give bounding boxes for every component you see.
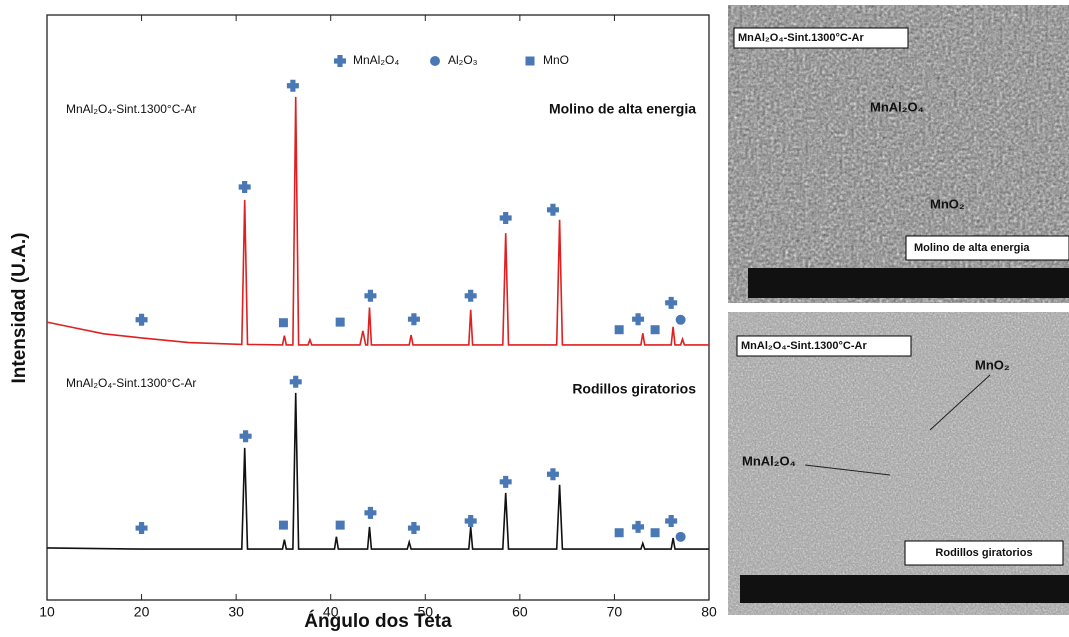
legend-marker	[334, 55, 346, 67]
x-tick-label: 80	[701, 604, 717, 620]
phase-marker	[135, 522, 148, 535]
phase-label: MnO₂	[930, 196, 965, 211]
xrd-pattern	[46, 392, 709, 550]
phase-marker	[675, 314, 686, 325]
phase-marker	[632, 520, 645, 533]
phase-label: MnAl₂O₄	[870, 99, 924, 114]
x-tick-label: 30	[228, 604, 244, 620]
sem-label: Molino de alta energia	[914, 242, 1030, 254]
sample-label: MnAl₂O₄-Sint.1300°C-Ar	[66, 376, 196, 390]
phase-marker	[650, 325, 660, 335]
phase-marker	[364, 289, 377, 302]
phase-marker	[614, 325, 624, 335]
phase-marker	[407, 522, 420, 535]
label-box	[904, 540, 1064, 566]
phase-marker	[239, 430, 252, 443]
x-tick-label: 60	[512, 604, 528, 620]
phase-label: MnO₂	[975, 357, 1010, 372]
phase-marker	[675, 531, 686, 542]
phase-marker	[289, 375, 302, 388]
pointer-line	[804, 464, 891, 476]
phase-marker	[238, 180, 251, 193]
x-tick-label: 50	[417, 604, 433, 620]
legend-label: Al₂O₃	[448, 53, 478, 67]
micrograph: MnAl₂O₄-Sint.1300°C-Ar MnAl₂O₄ MnO₂ Moli…	[728, 5, 1069, 303]
micrograph: MnAl₂O₄-Sint.1300°C-Ar MnO₂ MnAl₂O₄ Rodi…	[728, 312, 1069, 615]
phase-marker	[665, 515, 678, 528]
label-box	[905, 235, 1069, 261]
x-axis-label: Ángulo dos Teta	[304, 610, 452, 632]
phase-marker	[278, 520, 288, 530]
x-tick-label: 40	[323, 604, 339, 620]
legend-marker	[525, 56, 535, 66]
x-tick-label: 10	[39, 604, 55, 620]
phase-marker	[135, 313, 148, 326]
sample-label: MnAl₂O₄-Sint.1300°C-Ar	[66, 102, 196, 116]
sem-label: Rodillos giratorios	[935, 547, 1032, 559]
phase-marker	[464, 515, 477, 528]
label-box	[736, 335, 912, 357]
phase-marker	[632, 313, 645, 326]
sem-databar	[748, 268, 1069, 298]
pattern-label: Molino de alta energia	[549, 101, 696, 117]
phase-label: MnAl₂O₄	[742, 453, 796, 468]
xrd-pattern	[46, 96, 709, 346]
phase-marker	[546, 203, 559, 216]
phase-marker	[335, 520, 345, 530]
x-tick-label: 20	[134, 604, 150, 620]
phase-marker	[364, 506, 377, 519]
plot-frame	[46, 14, 710, 601]
phase-marker	[614, 528, 624, 538]
pattern-label: Rodillos giratorios	[572, 381, 696, 397]
sem-title: MnAl₂O₄-Sint.1300°C-Ar	[738, 32, 864, 44]
phase-marker	[407, 313, 420, 326]
phase-marker	[665, 296, 678, 309]
phase-marker	[499, 211, 512, 224]
phase-marker	[650, 528, 660, 538]
label-box	[733, 27, 909, 49]
sem-title: MnAl₂O₄-Sint.1300°C-Ar	[741, 340, 867, 352]
legend-label: MnO	[543, 53, 569, 67]
phase-marker	[499, 475, 512, 488]
phase-marker	[335, 317, 345, 327]
pointer-line	[929, 374, 991, 431]
phase-marker	[546, 468, 559, 481]
legend-label: MnAl₂O₄	[353, 53, 399, 67]
phase-marker	[286, 79, 299, 92]
x-tick-label: 70	[607, 604, 623, 620]
legend-marker	[430, 56, 440, 66]
phase-marker	[278, 318, 288, 328]
sem-databar	[740, 575, 1069, 603]
y-axis-label: Intensidad (U.A.)	[9, 233, 30, 384]
phase-marker	[464, 289, 477, 302]
